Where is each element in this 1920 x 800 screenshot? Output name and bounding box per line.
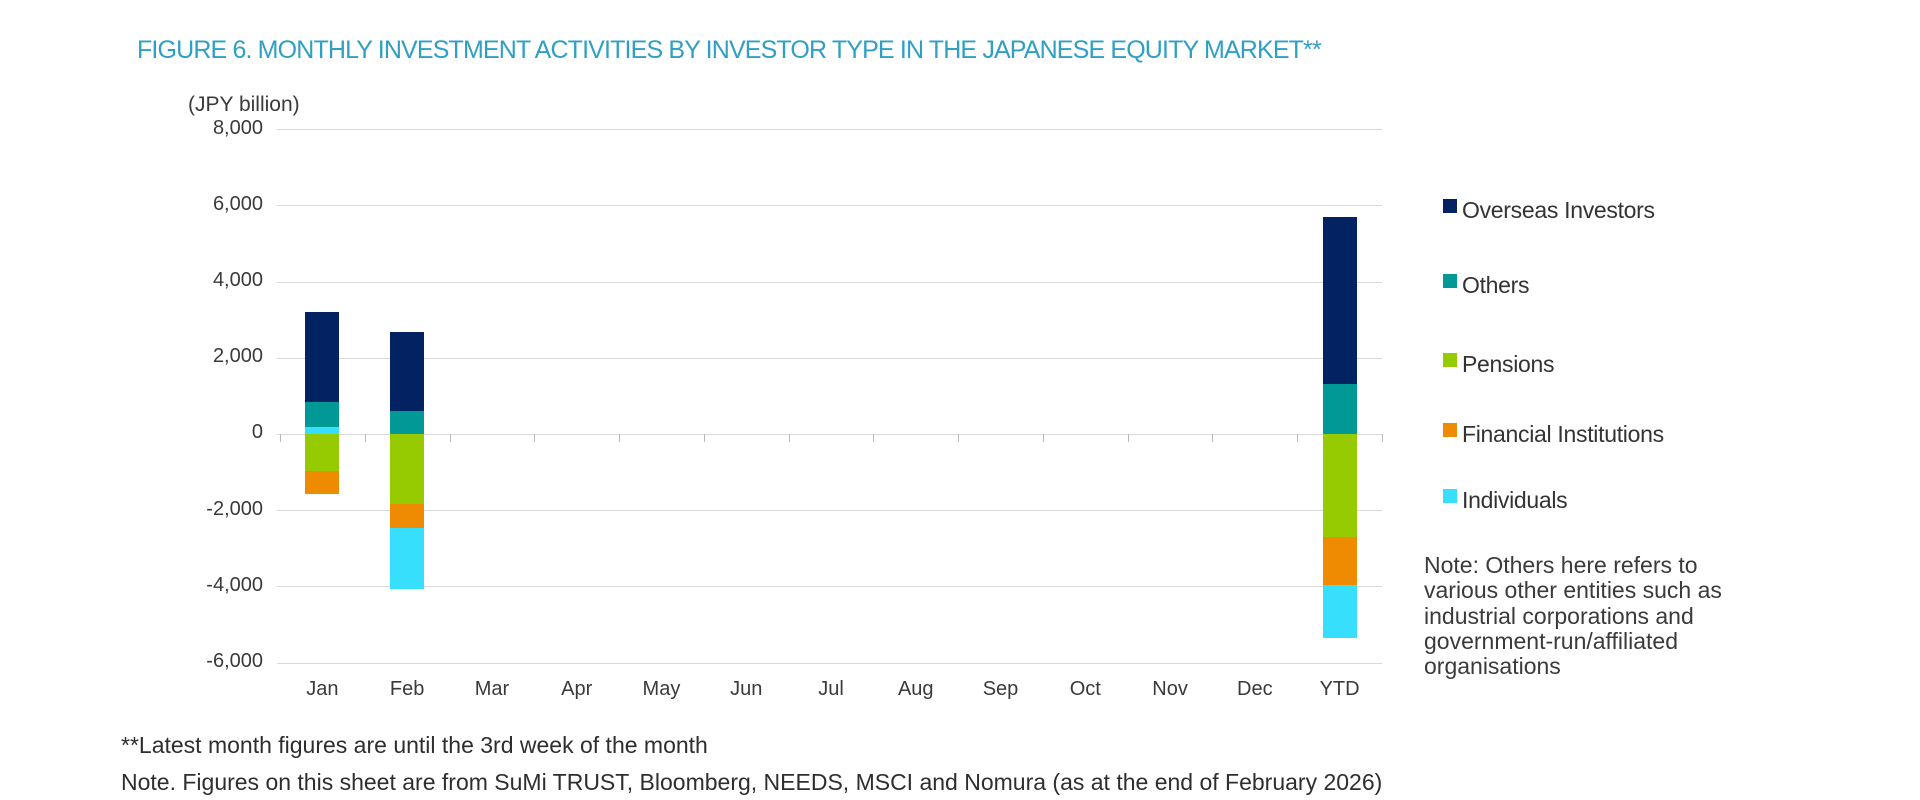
x-axis-tick-label: Jun <box>730 678 763 700</box>
x-axis-tick-label: Feb <box>389 678 425 700</box>
bar-segment-feb-financial-institutions <box>390 503 425 528</box>
legend-swatch-individuals <box>1443 488 1457 503</box>
x-axis-tick-label: YTD <box>1319 678 1360 700</box>
zero-axis-tick <box>449 434 451 443</box>
x-axis-tick-label: Sep <box>982 678 1019 700</box>
legend-swatch-others <box>1443 273 1457 288</box>
legend-item-individuals: Individuals <box>1443 486 1568 513</box>
legend-label: Individuals <box>1462 486 1568 513</box>
bar-segment-ytd-overseas-investors <box>1322 216 1357 384</box>
legend-label: Pensions <box>1462 350 1555 377</box>
zero-axis-tick <box>1127 434 1129 443</box>
gridline--2000 <box>277 510 1382 512</box>
bar-segment-feb-individuals <box>390 527 425 589</box>
gridline--4000 <box>277 586 1382 588</box>
gridline--6000 <box>277 662 1382 664</box>
legend-swatch-financial-institutions <box>1443 422 1457 437</box>
legend-label: Others <box>1462 271 1530 298</box>
legend-item-pensions: Pensions <box>1443 350 1555 377</box>
x-axis-tick-label: Apr <box>561 678 593 700</box>
legend-item-financial-institutions: Financial Institutions <box>1443 420 1664 447</box>
gridline-4000 <box>277 281 1382 283</box>
x-axis-tick-label: Aug <box>897 678 934 700</box>
gridline-6000 <box>277 205 1382 207</box>
legend-swatch-overseas-investors <box>1443 198 1457 213</box>
x-axis-tick-label: Dec <box>1237 678 1273 700</box>
legend-item-others: Others <box>1443 271 1530 298</box>
y-axis-tick-label: 4,000 <box>212 269 263 291</box>
x-axis-tick-label: Nov <box>1152 678 1188 700</box>
zero-axis-tick <box>873 434 875 443</box>
x-axis-tick-label: Mar <box>474 678 510 700</box>
bar-segment-ytd-others <box>1322 383 1357 435</box>
x-axis-tick-label: Oct <box>1069 678 1101 700</box>
zero-axis-tick <box>788 434 790 443</box>
zero-axis-tick <box>619 434 621 443</box>
y-axis-unit-label: (JPY billion) <box>188 93 300 116</box>
bar-segment-jan-overseas-investors <box>305 311 340 402</box>
legend-swatch-pensions <box>1443 352 1457 367</box>
x-axis-tick-label: Jul <box>818 678 844 700</box>
y-axis-tick-label: 0 <box>251 421 263 444</box>
legend-label: Overseas Investors <box>1462 196 1655 223</box>
legend-label: Financial Institutions <box>1462 420 1664 447</box>
legend-note: Note: Others here refers to various othe… <box>1424 552 1722 680</box>
zero-axis-tick <box>1212 434 1214 443</box>
zero-axis-tick <box>1042 434 1044 443</box>
bar-segment-ytd-individuals <box>1322 585 1357 639</box>
y-axis-tick-label: -2,000 <box>206 497 263 520</box>
bar-segment-jan-individuals <box>305 426 340 435</box>
bar-segment-feb-overseas-investors <box>390 332 425 412</box>
zero-axis-tick <box>703 434 705 443</box>
figure-title: FIGURE 6. MONTHLY INVESTMENT ACTIVITIES … <box>137 36 1322 64</box>
bar-segment-feb-pensions <box>390 434 425 504</box>
bar-segment-feb-others <box>390 411 425 435</box>
zero-axis-tick <box>534 434 536 443</box>
bar-segment-ytd-financial-institutions <box>1322 537 1357 586</box>
bar-segment-jan-others <box>305 401 340 427</box>
zero-axis-tick <box>280 434 281 443</box>
footnote-source: Note. Figures on this sheet are from SuM… <box>121 769 1383 795</box>
bar-segment-ytd-pensions <box>1322 434 1357 538</box>
bar-segment-jan-financial-institutions <box>305 470 340 495</box>
y-axis-tick-label: 6,000 <box>212 192 263 215</box>
zero-axis-tick <box>1297 434 1299 443</box>
y-axis-tick-label: 8,000 <box>212 116 263 139</box>
y-axis-tick-label: 2,000 <box>212 345 263 368</box>
gridline-8000 <box>277 129 1382 131</box>
zero-axis-tick <box>958 434 960 443</box>
legend-item-overseas-investors: Overseas Investors <box>1443 196 1655 223</box>
y-axis-tick-label: -4,000 <box>206 573 263 596</box>
zero-axis-tick <box>364 434 366 443</box>
footnote-latest-month: **Latest month figures are until the 3rd… <box>121 732 708 758</box>
zero-axis-tick <box>1382 434 1383 443</box>
y-axis-tick-label: -6,000 <box>206 650 263 672</box>
x-axis-tick-label: May <box>642 678 681 700</box>
x-axis-tick-label: Jan <box>306 678 339 700</box>
bar-segment-jan-pensions <box>305 434 340 471</box>
gridline-2000 <box>277 357 1382 359</box>
gridline-0 <box>277 433 1382 435</box>
